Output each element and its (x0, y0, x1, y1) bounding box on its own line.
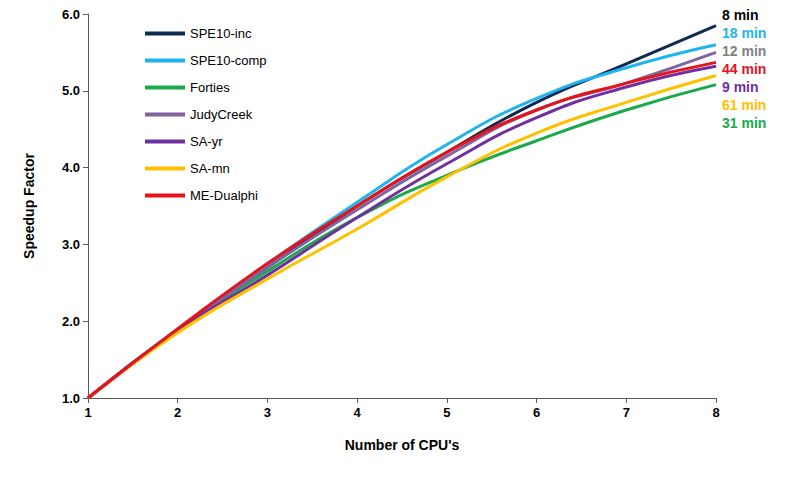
svg-text:1: 1 (84, 405, 91, 420)
svg-text:3: 3 (264, 405, 271, 420)
svg-text:2: 2 (174, 405, 181, 420)
svg-text:6.0: 6.0 (62, 7, 80, 22)
svg-text:SPE10-inc: SPE10-inc (190, 26, 252, 41)
svg-text:3.0: 3.0 (62, 237, 80, 252)
svg-text:31 min: 31 min (722, 115, 766, 131)
svg-text:2.0: 2.0 (62, 314, 80, 329)
svg-text:SPE10-comp: SPE10-comp (190, 53, 267, 68)
svg-text:61 min: 61 min (722, 97, 766, 113)
svg-text:8 min: 8 min (722, 7, 759, 23)
svg-text:5: 5 (443, 405, 450, 420)
svg-text:1.0: 1.0 (62, 391, 80, 406)
svg-text:7: 7 (623, 405, 630, 420)
svg-text:SA-mn: SA-mn (190, 161, 230, 176)
svg-text:SA-yr: SA-yr (190, 134, 223, 149)
svg-text:9 min: 9 min (722, 79, 759, 95)
svg-text:4: 4 (354, 405, 362, 420)
svg-text:44 min: 44 min (722, 61, 766, 77)
svg-text:12 min: 12 min (722, 43, 766, 59)
svg-text:5.0: 5.0 (62, 83, 80, 98)
svg-text:ME-Dualphi: ME-Dualphi (190, 188, 258, 203)
svg-text:Forties: Forties (190, 80, 230, 95)
svg-text:Speedup Factor: Speedup Factor (21, 153, 37, 259)
svg-text:6: 6 (533, 405, 540, 420)
svg-text:4.0: 4.0 (62, 160, 80, 175)
svg-text:18 min: 18 min (722, 25, 766, 41)
svg-text:JudyCreek: JudyCreek (190, 107, 253, 122)
svg-text:Number of CPU's: Number of CPU's (345, 437, 460, 453)
svg-text:8: 8 (712, 405, 719, 420)
